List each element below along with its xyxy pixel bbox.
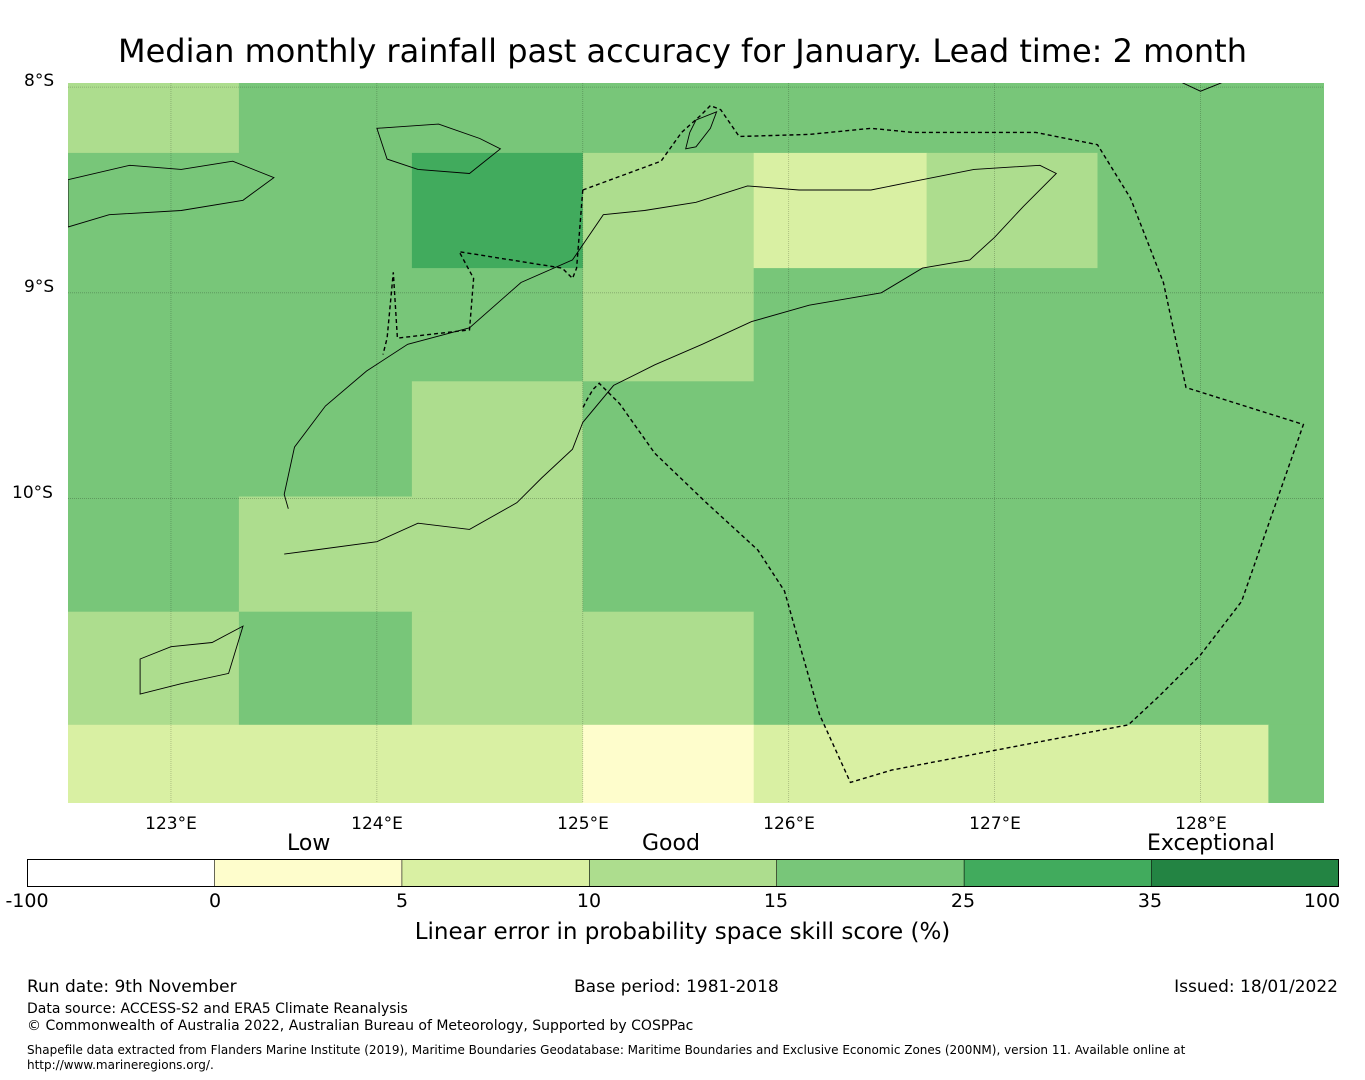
legend-category-low: Low [287,831,331,856]
lat-label-9s: 9°S [24,277,55,297]
skill-cell [582,724,755,803]
colorbar-outline [27,859,1339,887]
colorbar-bin [589,859,778,887]
colorbar-bin [1151,859,1339,887]
skill-cell [68,268,584,382]
skill-cell [582,496,1324,613]
colorbar-tick: 100 [1303,890,1341,912]
skill-cell [68,611,240,726]
eez-boundary [582,104,1305,784]
atauro-coast [685,111,718,150]
skill-cell [753,724,1270,803]
colorbar-tick: -100 [5,890,49,912]
skill-cell [1268,724,1324,803]
colorbar-tick: 35 [1137,890,1163,912]
lon-label-123e: 123°E [145,814,197,834]
skill-cell [68,381,413,498]
skill-cell [238,611,413,726]
chart-title: Median monthly rainfall past accuracy fo… [118,32,1247,70]
skill-cell [753,268,1324,382]
colorbar-bin [401,859,590,887]
skill-cell [926,152,1099,269]
colorbar-tick: 0 [208,890,222,912]
skill-cell [1097,152,1324,269]
skill-cell [68,152,413,269]
data-source: Data source: ACCESS-S2 and ERA5 Climate … [27,1001,408,1017]
lat-label-10s: 10°S [12,483,53,503]
alor-coast [376,123,502,174]
copyright: © Commonwealth of Australia 2022, Austra… [27,1018,694,1034]
colorbar-bin [776,859,965,887]
eez-west-boundary [382,189,584,355]
lat-label-8s: 8°S [24,71,55,91]
skill-cell [582,268,755,382]
shapefile-url: http://www.marineregions.org/. [27,1058,214,1072]
skill-cell [68,496,240,613]
skill-cell [582,381,1324,498]
skill-cell [238,83,1324,154]
skill-cell [411,611,755,726]
legend-category-good: Good [642,831,700,856]
skill-cell [238,496,584,613]
colorbar-bin [964,859,1152,887]
colorbar-tick: 10 [576,890,602,912]
skill-cell [411,152,584,269]
skill-cell [68,83,240,154]
shapefile-credit: Shapefile data extracted from Flanders M… [27,1043,1186,1057]
skill-cell [753,152,928,269]
colorbar [27,859,1339,887]
lon-label-125e: 125°E [557,814,609,834]
issued-date: Issued: 18/01/2022 [1174,977,1338,997]
colorbar-tick: 25 [950,890,976,912]
timor-coast [283,164,1058,555]
lon-label-124e: 124°E [351,814,403,834]
base-period: Base period: 1981-2018 [574,977,779,997]
run-date: Run date: 9th November [27,977,237,997]
skill-cell [411,381,584,498]
lon-label-128e: 128°E [1175,814,1227,834]
skill-cell [582,152,755,269]
rote-coast [139,625,244,695]
flores-coast [68,160,275,228]
colorbar-tick: 5 [395,890,409,912]
colorbar-label: Linear error in probability space skill … [414,919,951,945]
skill-map [68,83,1324,803]
lon-label-127e: 127°E [969,814,1021,834]
colorbar-bin [27,859,215,887]
colorbar-bin [214,859,403,887]
legend-category-exceptional: Exceptional [1147,831,1275,856]
colorbar-tick: 15 [763,890,789,912]
skill-cell [68,724,584,803]
skill-cell [753,611,1324,726]
lon-label-126e: 126°E [763,814,815,834]
